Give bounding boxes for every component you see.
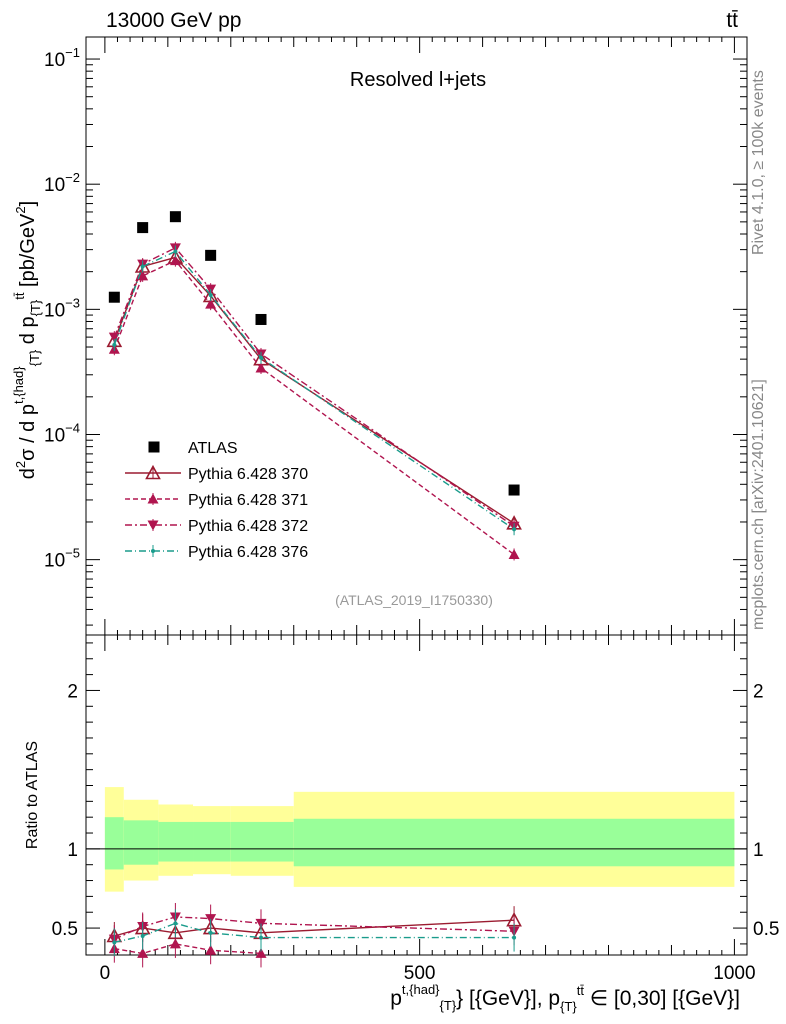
ratio-point-p371: [255, 947, 267, 958]
series-p376: [112, 245, 517, 536]
legend-marker-p370: [145, 464, 161, 480]
y-tick-label: 10−5: [44, 546, 80, 572]
ratio-y-tick-label-right: 0.5: [753, 919, 779, 940]
ratio-frame: [85, 634, 748, 956]
legend-label-p376: Pythia 6.428 376: [188, 544, 308, 561]
x-tick-label: 500: [404, 963, 436, 984]
series-p372: [108, 241, 520, 533]
rivet-label: Rivet 4.1.0, ≥ 100k events: [750, 70, 767, 255]
data-point-atlas: [255, 313, 267, 325]
ratio-y-axis-label: Ratio to ATLAS: [24, 741, 41, 849]
main-frame: [85, 36, 748, 636]
analysis-watermark: (ATLAS_2019_I1750330): [335, 592, 493, 608]
legend-marker-p371: [147, 493, 159, 504]
data-point-p376: [140, 264, 145, 269]
legend-label-p370: Pythia 6.428 370: [188, 466, 308, 483]
ratio-point-p371: [169, 938, 181, 949]
data-point-p376: [259, 355, 264, 360]
ratio-point-p371: [205, 944, 217, 955]
data-point-p371: [205, 298, 217, 309]
ratio-y-tick-label-right: 1: [753, 840, 764, 861]
data-point-atlas: [205, 249, 217, 261]
legend: ATLAS Pythia 6.428 370 Pythia 6.428 371 Pyt…: [125, 440, 308, 561]
ratio-plot-panel: 0 500 1000 0.5 0.5 1 1 2 2: [52, 634, 779, 984]
data-point-atlas: [508, 484, 520, 496]
ratio-stat-band: [158, 821, 194, 862]
ratio-point-p376: [512, 935, 517, 940]
y-tick-label: 10−3: [44, 295, 80, 321]
data-point-p371: [508, 548, 520, 559]
header-process-label: tt̄: [726, 9, 738, 32]
series-atlas: [108, 211, 520, 496]
ratio-stat-band: [104, 817, 124, 870]
legend-marker-p376: [151, 549, 155, 553]
y-tick-label: 10−4: [44, 420, 80, 446]
data-point-p376: [173, 249, 178, 254]
ratio-point-p371: [137, 947, 149, 958]
ratio-point-p376: [259, 935, 264, 940]
ratio-series-p370: [106, 906, 522, 950]
ratio-line-p371: [114, 943, 262, 955]
ratio-stat-band: [193, 821, 231, 862]
data-point-atlas: [169, 211, 181, 223]
main-plot-panel: 10−1 10−2 10−3 10−4 10−5: [44, 36, 748, 651]
ratio-line-p376: [114, 922, 515, 944]
legend-marker-p372: [147, 520, 159, 531]
main-y-axis-label: d2σ / d pt,{had}{T} d p{T}tt̄ [pb/GeV2]: [11, 201, 43, 479]
x-tick-label: 0: [100, 963, 111, 984]
header-energy-label: 13000 GeV pp: [106, 9, 241, 32]
ratio-stat-band: [123, 820, 159, 865]
ratio-point-p376: [112, 940, 117, 945]
data-point-p376: [112, 342, 117, 347]
ratio-line-p372: [114, 916, 515, 940]
ratio-y-tick-label-right: 2: [753, 681, 764, 702]
data-point-atlas: [108, 291, 120, 303]
ratio-y-tick-label: 2: [67, 681, 78, 702]
x-tick-label: 1000: [713, 963, 755, 984]
data-point-p371: [137, 270, 149, 281]
y-tick-label: 10−2: [44, 170, 80, 196]
legend-label-atlas: ATLAS: [188, 440, 238, 457]
mcplots-label: mcplots.cern.ch [arXiv:2401.10621]: [750, 379, 767, 630]
ratio-point-p376: [173, 921, 178, 926]
ratio-y-tick-label: 1: [67, 840, 78, 861]
series-p371: [108, 254, 520, 561]
series-line-p371: [113, 259, 515, 556]
ratio-point-p376: [208, 930, 213, 935]
ratio-point-p376: [140, 933, 145, 938]
data-point-p371: [169, 255, 181, 266]
ratio-stat-band: [293, 818, 735, 867]
legend-marker-atlas: [148, 441, 160, 453]
ratio-series-p371: [108, 929, 267, 968]
svg-text:d2σ / d pt,{had}{T} d p{T}tt̄: d2σ / d pt,{had}{T} d p{T}tt̄ [pb/GeV2]: [11, 201, 43, 479]
plot-title: Resolved l+jets: [350, 69, 486, 91]
legend-label-p371: Pythia 6.428 371: [188, 492, 308, 509]
svg-text:pt,{had}{T}} [{GeV}], p{T}tt̄: pt,{had}{T}} [{GeV}], p{T}tt̄ ∈ [0,30] […: [390, 982, 740, 1014]
x-axis-label: pt,{had}{T}} [{GeV}], p{T}tt̄ ∈ [0,30] […: [390, 982, 740, 1014]
data-point-p371: [255, 362, 267, 373]
ratio-y-tick-label: 0.5: [52, 919, 78, 940]
legend-label-p372: Pythia 6.428 372: [188, 518, 308, 535]
ratio-stat-band: [230, 821, 294, 862]
data-point-p376: [208, 293, 213, 298]
data-point-p376: [512, 527, 517, 532]
data-point-atlas: [137, 222, 149, 234]
data-point-p372: [108, 332, 120, 343]
y-tick-label: 10−1: [44, 45, 80, 71]
ratio-series-p376: [112, 909, 517, 957]
series-line-p372: [113, 246, 515, 527]
